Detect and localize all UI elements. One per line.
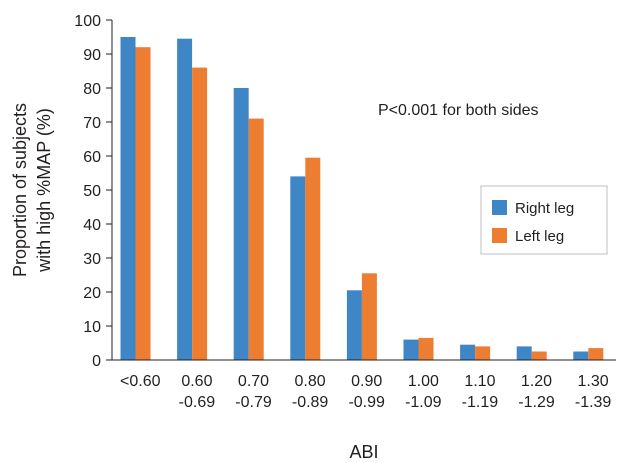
x-tick-label: -0.89 — [292, 394, 329, 411]
bar-right-leg — [233, 88, 249, 360]
legend-label-left-leg: Left leg — [515, 228, 564, 245]
x-tick-label: <0.60 — [120, 373, 161, 390]
x-tick-label: 1.30 — [578, 373, 609, 390]
x-tick-label: -1.39 — [575, 394, 612, 411]
y-tick-label: 50 — [83, 183, 101, 200]
x-tick-label: 1.10 — [464, 373, 495, 390]
bar-left-leg — [192, 67, 208, 360]
y-tick-label: 30 — [83, 251, 101, 268]
bar-left-leg — [135, 47, 151, 360]
bar-left-leg — [588, 348, 604, 360]
bar-right-leg — [573, 351, 589, 360]
y-tick-label: 40 — [83, 217, 101, 234]
bar-right-leg — [346, 290, 362, 360]
bar-right-leg — [120, 37, 136, 360]
x-axis-tick-labels: <0.60 0.60 -0.69 0.70 -0.79 0.80 -0.89 0.90 -0.9… — [120, 373, 611, 411]
y-axis: 0 10 20 30 40 50 60 70 80 90 100 — [74, 13, 113, 370]
legend-swatch-left-leg — [492, 228, 507, 243]
bar-right-leg — [177, 38, 193, 360]
bar-right-leg — [290, 176, 306, 360]
y-tick-label: 60 — [83, 149, 101, 166]
x-tick-label: 0.60 — [181, 373, 212, 390]
bar-right-leg — [403, 339, 419, 360]
x-tick-label: 0.80 — [295, 373, 326, 390]
y-tick-label: 0 — [92, 353, 101, 370]
x-tick-label: 0.90 — [351, 373, 382, 390]
legend: Right leg Left leg — [480, 185, 608, 255]
bar-left-leg — [305, 157, 321, 360]
bars — [120, 37, 604, 360]
y-tick-label: 20 — [83, 285, 101, 302]
bar-left-leg — [475, 346, 491, 360]
bar-left-leg — [531, 351, 547, 360]
legend-label-right-leg: Right leg — [515, 200, 574, 217]
bar-left-leg — [248, 118, 264, 360]
y-axis-title-line-1: Proportion of subjects — [10, 103, 30, 277]
x-tick-label: -1.09 — [405, 394, 442, 411]
x-tick-label: -1.19 — [462, 394, 499, 411]
y-axis-title: Proportion of subjects with high %MAP (%… — [10, 103, 54, 277]
bar-right-leg — [516, 346, 532, 360]
x-tick-label: -0.99 — [348, 394, 385, 411]
y-tick-label: 100 — [74, 13, 101, 30]
bar-right-leg — [460, 344, 476, 360]
bar-left-leg — [361, 273, 377, 360]
x-tick-label: 1.00 — [408, 373, 439, 390]
x-tick-label: -0.69 — [179, 394, 216, 411]
legend-swatch-right-leg — [492, 200, 507, 215]
x-tick-label: -1.29 — [518, 394, 555, 411]
y-tick-label: 90 — [83, 47, 101, 64]
x-axis-title: ABI — [349, 442, 378, 462]
y-tick-label: 80 — [83, 81, 101, 98]
y-tick-label: 70 — [83, 115, 101, 132]
y-axis-title-line-2: with high %MAP (%) — [34, 108, 54, 273]
x-tick-label: 1.20 — [521, 373, 552, 390]
x-tick-label: 0.70 — [238, 373, 269, 390]
y-tick-label: 10 — [83, 319, 101, 336]
x-tick-label: -0.79 — [235, 394, 272, 411]
bar-left-leg — [418, 337, 434, 360]
p-value-annotation: P<0.001 for both sides — [378, 102, 539, 119]
